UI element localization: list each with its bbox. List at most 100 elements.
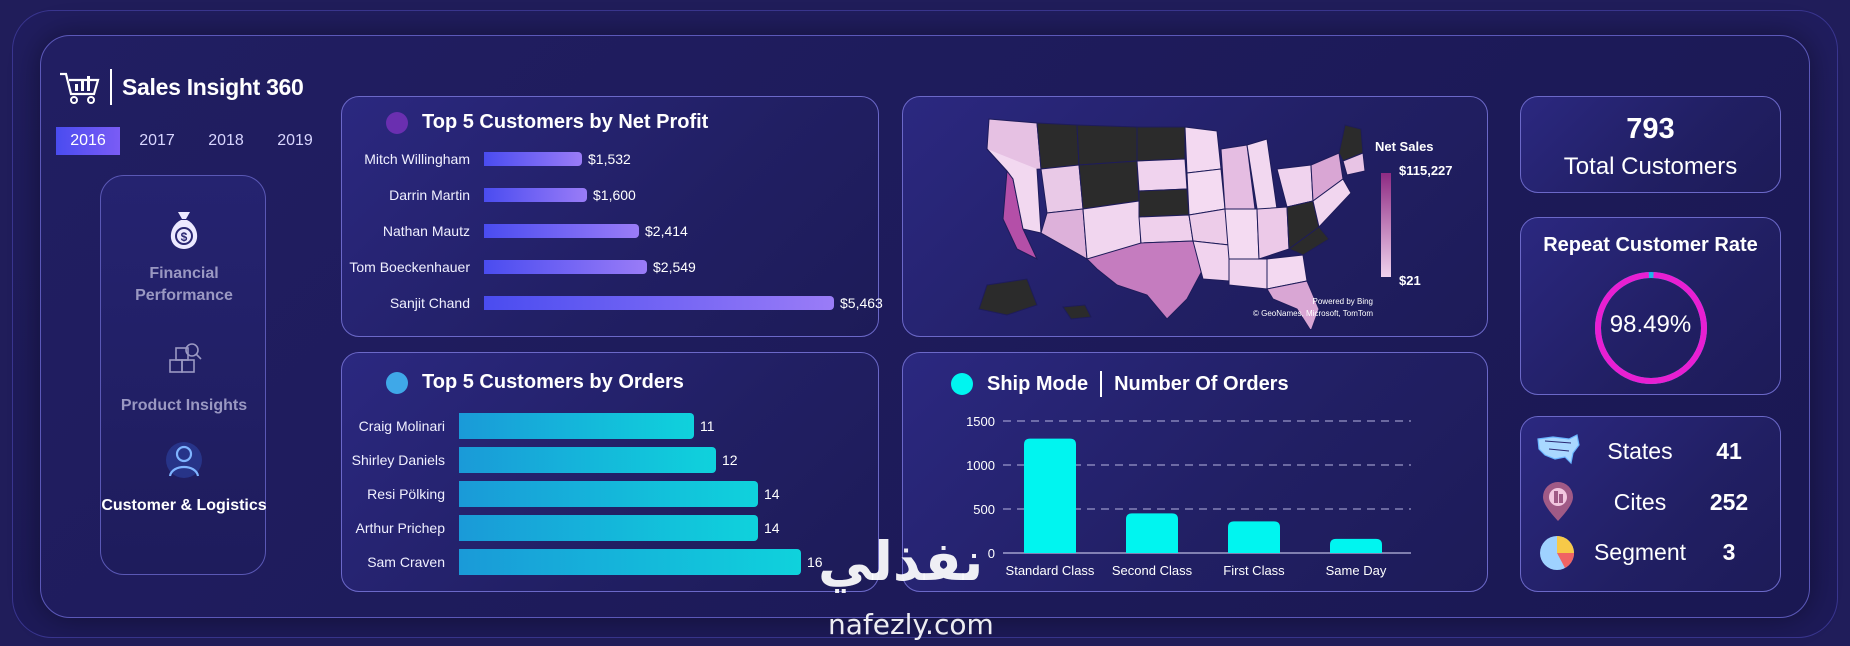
bar-same-day[interactable]	[1330, 538, 1382, 553]
bar-standard-class[interactable]	[1024, 438, 1076, 553]
stat-states-value: 41	[1716, 437, 1742, 464]
product-boxes-icon	[169, 343, 202, 373]
nav-financial-performance[interactable]: $ Financial Performance	[101, 208, 267, 307]
bar-row[interactable]: Nathan Mautz $2,414	[342, 223, 688, 239]
year-button-2016[interactable]: 2016	[56, 127, 120, 155]
ship-mode-title-a: Ship Mode	[987, 372, 1089, 395]
bar-value-label: $2,414	[645, 223, 688, 239]
stat-cities-label: Cites	[1613, 488, 1667, 515]
watermark-arabic: نفذلي	[818, 530, 984, 593]
bar-label: Arthur Prichep	[355, 520, 445, 536]
money-bag-icon: $	[170, 212, 198, 249]
ship-mode-title-b: Number Of Orders	[1114, 372, 1289, 395]
map-legend-min: $21	[1399, 273, 1421, 288]
geo-stats-card: States 41 Cites 252 Segment 3	[1520, 416, 1781, 592]
bar-value-label: $5,463	[840, 295, 883, 311]
bar-label: Tom Boeckenhauer	[349, 259, 470, 275]
bar-row[interactable]: Mitch Willingham $1,532	[342, 151, 631, 167]
bar-label: Resi Pölking	[367, 486, 445, 502]
bar-row[interactable]: Tom Boeckenhauer $2,549	[342, 259, 696, 275]
bar-second-class[interactable]	[1126, 513, 1178, 553]
app-logo: Sales Insight 360	[58, 68, 304, 106]
x-tick-label: Second Class	[1112, 563, 1193, 578]
bar-mark	[484, 224, 639, 238]
bar-mark	[484, 152, 582, 166]
bar-mark	[484, 260, 647, 274]
repeat-rate-card: Repeat Customer Rate 98.49%	[1520, 217, 1781, 395]
bar-value-label: 12	[722, 452, 738, 468]
nav-financial-label: Financial Performance	[135, 265, 233, 304]
app-title: Sales Insight 360	[122, 73, 304, 100]
bar-first-class[interactable]	[1228, 521, 1280, 553]
orders-card: Top 5 Customers by Orders Craig Molinari…	[341, 352, 879, 592]
year-button-2019[interactable]: 2019	[277, 132, 313, 149]
bar-row[interactable]: Shirley Daniels 12	[342, 447, 738, 473]
stat-row-states: States 41	[1535, 431, 1765, 471]
repeat-rate-value: 98.49%	[1609, 311, 1692, 338]
bar-value-label: $1,600	[593, 187, 636, 203]
nav-product-label: Product Insights	[120, 397, 248, 414]
bar-mark	[484, 296, 834, 310]
x-tick-label: Same Day	[1326, 563, 1387, 578]
bar-row[interactable]: Arthur Prichep 14	[342, 515, 780, 541]
bar-value-label: 14	[764, 520, 780, 536]
bar-row[interactable]: Sanjit Chand $5,463	[342, 295, 883, 311]
ship-mode-card: Ship Mode Number Of Orders 0 500 1000 1500 S…	[902, 352, 1488, 592]
x-tick-label: First Class	[1223, 563, 1285, 578]
bar-value-label: 14	[764, 486, 780, 502]
bar-label: Shirley Daniels	[351, 452, 445, 468]
repeat-rate-ring	[1595, 272, 1707, 384]
nav-customer-logistics[interactable]: Customer & Logistics	[101, 440, 267, 517]
map-card: Net Sales $115,227 $21 Powered by Bing ©…	[902, 96, 1488, 337]
bar-value-label: $2,549	[653, 259, 696, 275]
map-legend-max: $115,227	[1399, 163, 1453, 178]
year-button-2018[interactable]: 2018	[208, 132, 244, 149]
ship-title-divider	[1100, 371, 1103, 397]
bar-label: Darrin Martin	[389, 187, 470, 203]
nav-customer-label: Customer & Logistics	[101, 497, 267, 514]
bar-row[interactable]: Sam Craven 16	[342, 549, 823, 575]
bar-mark	[459, 447, 716, 473]
bar-row[interactable]: Resi Pölking 14	[342, 481, 780, 507]
y-tick-label: 1500	[966, 414, 995, 429]
usa-map-icon	[1537, 434, 1580, 465]
stat-row-cities: Cites 252	[1535, 481, 1765, 523]
us-sales-map[interactable]	[967, 109, 1367, 329]
bar-label: Sam Craven	[367, 554, 445, 570]
cart-chart-icon	[60, 72, 100, 104]
orders-dot-icon	[386, 371, 408, 394]
stat-row-segment: Segment 3	[1535, 531, 1765, 573]
bar-value-label: 16	[807, 554, 823, 570]
stat-segment-label: Segment	[1593, 538, 1687, 565]
bar-label: Nathan Mautz	[382, 223, 470, 239]
watermark-latin: nafezly.com	[828, 608, 994, 641]
bar-mark	[459, 549, 801, 575]
nav-product-insights[interactable]: Product Insights	[101, 338, 267, 417]
year-button-2017[interactable]: 2017	[139, 132, 175, 149]
bar-row[interactable]: Darrin Martin $1,600	[342, 187, 636, 203]
bar-mark	[459, 481, 758, 507]
bar-mark	[459, 413, 694, 439]
stat-states-label: States	[1607, 437, 1673, 464]
ship-mode-dot-icon	[951, 373, 973, 395]
map-credit-bing: Powered by Bing	[1312, 297, 1373, 306]
page-navigation: $ Financial Performance Product Insights…	[100, 175, 267, 575]
y-tick-label: 500	[973, 502, 995, 517]
bar-value-label: $1,532	[588, 151, 631, 167]
city-pin-icon	[1543, 482, 1573, 521]
repeat-rate-title: Repeat Customer Rate	[1543, 234, 1758, 256]
total-customers-value: 793	[1626, 113, 1675, 145]
bar-mark	[484, 188, 587, 202]
orders-title: Top 5 Customers by Orders	[386, 371, 684, 394]
bar-row[interactable]: Craig Molinari 11	[342, 413, 715, 439]
x-tick-label: Standard Class	[1006, 563, 1095, 578]
year-slicer: 2016 2017 2018 2019	[56, 127, 332, 155]
map-credit-geonames: © GeoNames, Microsoft, TomTom	[1253, 309, 1373, 318]
bar-label: Craig Molinari	[358, 418, 445, 434]
map-legend-title: Net Sales	[1375, 139, 1434, 154]
pie-chart-icon	[1540, 536, 1574, 570]
total-customers-card: 793 Total Customers	[1520, 96, 1781, 193]
net-profit-card: Top 5 Customers by Net Profit Mitch Will…	[341, 96, 883, 337]
stat-segment-value: 3	[1722, 538, 1736, 565]
ship-mode-title: Ship Mode Number Of Orders	[951, 371, 1289, 397]
